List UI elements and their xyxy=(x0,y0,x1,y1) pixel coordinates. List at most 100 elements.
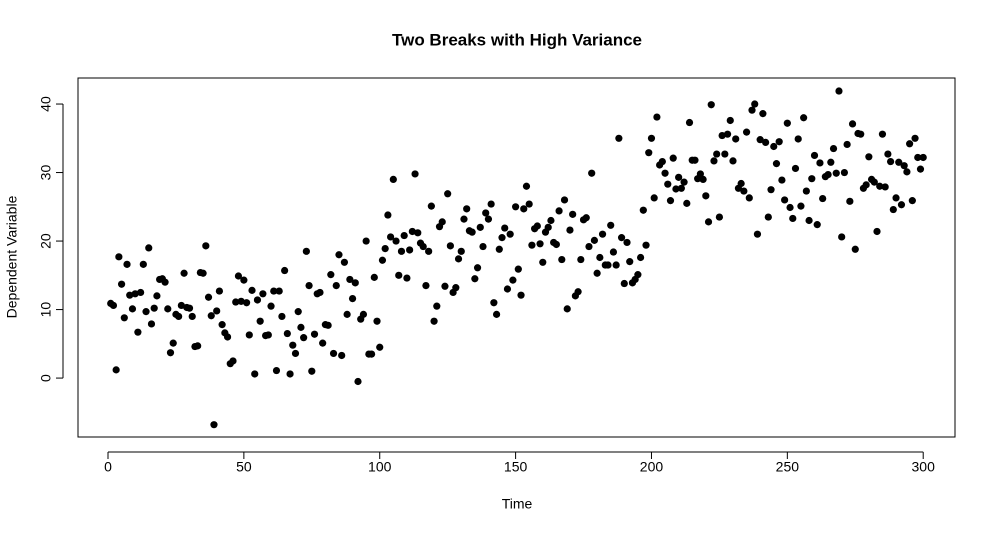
x-tick-label: 200 xyxy=(640,459,664,475)
point xyxy=(251,370,259,378)
point xyxy=(286,370,294,378)
point xyxy=(903,168,911,176)
point xyxy=(343,310,351,318)
point xyxy=(696,170,704,178)
point xyxy=(911,134,919,142)
point xyxy=(329,349,338,358)
point xyxy=(139,260,147,268)
point xyxy=(452,284,460,292)
point xyxy=(884,150,892,158)
point xyxy=(702,192,710,200)
x-tick-label: 300 xyxy=(912,459,936,475)
point xyxy=(281,266,289,275)
point xyxy=(574,288,582,296)
point xyxy=(770,142,778,151)
point xyxy=(680,178,688,186)
point xyxy=(278,312,286,321)
point xyxy=(824,171,832,179)
point xyxy=(775,138,783,146)
point xyxy=(145,244,153,252)
point xyxy=(783,119,791,127)
point xyxy=(457,247,465,255)
point xyxy=(819,194,827,203)
point xyxy=(232,298,240,306)
point xyxy=(291,349,300,358)
point xyxy=(623,238,631,247)
point xyxy=(612,261,620,269)
point xyxy=(411,170,419,178)
point xyxy=(300,334,308,342)
point xyxy=(199,269,207,277)
point xyxy=(370,273,378,281)
point xyxy=(732,135,740,143)
point xyxy=(737,179,745,188)
point xyxy=(400,231,408,240)
point xyxy=(563,305,571,313)
point xyxy=(218,321,226,329)
point xyxy=(865,153,873,161)
point xyxy=(460,215,468,223)
point xyxy=(210,421,218,429)
point xyxy=(484,215,493,223)
point xyxy=(294,308,302,316)
point xyxy=(762,138,770,147)
point xyxy=(215,287,224,295)
point xyxy=(427,202,435,210)
point xyxy=(348,295,357,303)
chart-title: Two Breaks with High Variance xyxy=(392,30,642,49)
point xyxy=(647,134,656,142)
point xyxy=(813,221,821,229)
point xyxy=(492,310,501,318)
point xyxy=(639,206,647,214)
point xyxy=(112,366,120,374)
point xyxy=(878,130,887,138)
point xyxy=(381,244,389,253)
point xyxy=(740,187,748,195)
point xyxy=(185,304,194,312)
point xyxy=(444,190,452,198)
point xyxy=(256,317,264,325)
point xyxy=(802,187,810,195)
point xyxy=(289,341,297,349)
point xyxy=(419,242,427,251)
point xyxy=(338,351,346,360)
point xyxy=(476,223,484,231)
point xyxy=(207,312,215,320)
point xyxy=(862,181,870,189)
point xyxy=(495,245,503,253)
point xyxy=(653,113,661,121)
point xyxy=(870,178,878,186)
point xyxy=(753,230,762,238)
point xyxy=(857,130,865,138)
point xyxy=(117,280,126,288)
point xyxy=(582,214,590,222)
point xyxy=(685,118,694,127)
point xyxy=(745,194,753,202)
point xyxy=(517,291,525,299)
point xyxy=(223,333,232,341)
point xyxy=(596,253,604,262)
point xyxy=(522,182,531,190)
point xyxy=(520,205,528,213)
point xyxy=(873,227,881,236)
point xyxy=(838,233,846,241)
y-tick-label: 30 xyxy=(38,165,54,181)
point xyxy=(175,312,183,321)
point xyxy=(305,281,313,290)
point xyxy=(897,201,906,209)
point xyxy=(672,185,680,193)
point xyxy=(756,136,764,144)
point xyxy=(634,271,642,279)
point xyxy=(188,312,196,321)
point xyxy=(832,169,840,177)
point xyxy=(166,349,175,357)
point xyxy=(751,100,759,108)
point xyxy=(843,140,851,149)
point xyxy=(707,101,715,109)
point xyxy=(642,241,650,249)
y-tick-label: 40 xyxy=(38,96,54,112)
point xyxy=(778,176,786,184)
point xyxy=(438,218,446,226)
point xyxy=(229,357,237,365)
point xyxy=(713,150,721,158)
